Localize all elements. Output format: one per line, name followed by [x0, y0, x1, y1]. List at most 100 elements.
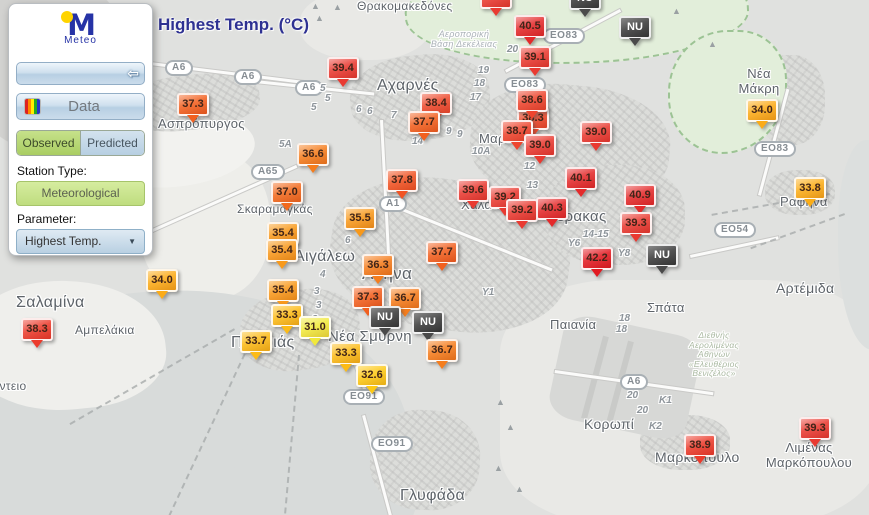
nu-marker[interactable]: NU	[369, 306, 401, 336]
marker-value: 39.0	[524, 134, 556, 157]
predicted-tab[interactable]: Predicted	[81, 131, 144, 155]
temp-marker[interactable]: 38.7	[501, 120, 533, 150]
temp-marker[interactable]: 37.3	[177, 93, 209, 123]
temp-marker[interactable]: 39.0	[524, 134, 556, 164]
temp-marker[interactable]: 33.3	[271, 304, 303, 334]
route-number: 18	[616, 324, 628, 335]
nu-marker[interactable]: NU	[412, 311, 444, 341]
marker-tip	[499, 208, 511, 216]
marker-tip	[490, 8, 502, 16]
temp-marker[interactable]: 37.7	[408, 111, 440, 141]
marker-value: 39.3	[799, 417, 831, 440]
temp-marker[interactable]: 33.3	[330, 342, 362, 372]
temp-marker[interactable]: 37.3	[352, 286, 384, 316]
marker-value: 35.4	[266, 239, 298, 262]
marker-value: 38.9	[684, 434, 716, 457]
temp-marker[interactable]: 40.5	[514, 15, 546, 45]
marker-value: 37.7	[408, 111, 440, 134]
route-number: 18	[474, 78, 486, 89]
marker-tip	[366, 386, 378, 394]
temp-marker[interactable]: 40.3	[536, 197, 568, 227]
temp-marker[interactable]: 34.0	[746, 99, 778, 129]
nu-marker[interactable]: NU	[569, 0, 601, 17]
temp-marker[interactable]: 39.3	[620, 212, 652, 242]
marker-tip	[630, 234, 642, 242]
marker-tip	[379, 328, 391, 336]
temp-marker[interactable]: 39.0	[580, 121, 612, 151]
marker-tip	[591, 269, 603, 277]
temp-marker[interactable]: 36.3	[362, 254, 394, 284]
map-label: Νέα Μάκρη	[738, 66, 780, 96]
temp-marker[interactable]: 36.7	[389, 287, 421, 317]
temp-marker[interactable]: 33.8	[794, 177, 826, 207]
marker-tip	[281, 203, 293, 211]
map-label: Διεθνής Αερολιμένας Αθηνών «Ελευθέριος Β…	[688, 330, 740, 379]
temp-marker[interactable]: 33.7	[240, 330, 272, 360]
route-number: 5	[311, 102, 317, 113]
data-section-header[interactable]: Data	[16, 93, 145, 120]
observed-tab[interactable]: Observed	[17, 131, 81, 155]
temp-marker[interactable]	[480, 0, 512, 16]
temp-marker[interactable]: 35.4	[266, 239, 298, 269]
temp-marker[interactable]: 32.6	[356, 364, 388, 394]
temp-marker[interactable]: 40.1	[565, 167, 597, 197]
temp-marker[interactable]: 38.3	[21, 318, 53, 348]
map-label: Σαλαμίνα	[16, 294, 85, 311]
station-type-button[interactable]: Meteorological	[16, 181, 145, 206]
temp-marker[interactable]: 40.9	[624, 184, 656, 214]
temp-marker[interactable]: 37.7	[426, 241, 458, 271]
nu-marker[interactable]: NU	[619, 16, 651, 46]
station-type-label: Station Type:	[17, 164, 87, 178]
temp-marker[interactable]: 37.8	[386, 169, 418, 199]
marker-tip	[524, 37, 536, 45]
parameter-select[interactable]: Highest Temp.	[16, 229, 145, 254]
observed-predicted-toggle: Observed Predicted	[16, 130, 145, 156]
marker-value: 35.4	[267, 279, 299, 302]
route-number: 6	[345, 235, 351, 246]
temp-marker[interactable]: 36.7	[426, 339, 458, 369]
route-number: 9	[457, 129, 463, 140]
marker-tip	[31, 340, 43, 348]
marker-value: NU	[369, 306, 401, 329]
control-panel: M Meteo Data Observed Predicted Station …	[8, 3, 153, 256]
map-label: Θρακομακεδόνες	[357, 0, 453, 13]
marker-value: 39.6	[457, 179, 489, 202]
temp-marker[interactable]: 38.9	[684, 434, 716, 464]
marker-tip	[629, 38, 641, 46]
collapse-sidebar-button[interactable]	[16, 62, 145, 85]
marker-value: 38.6	[516, 89, 548, 112]
temp-marker[interactable]: 36.6	[297, 143, 329, 173]
road-badge: A65	[251, 164, 285, 180]
temp-marker[interactable]: 38.4	[420, 92, 452, 122]
temp-marker[interactable]: 37.0	[271, 181, 303, 211]
temp-marker[interactable]: 38.6	[516, 89, 548, 119]
marker-tip	[307, 165, 319, 173]
road-badge: EO54	[714, 222, 756, 238]
road-badge: A6	[620, 374, 648, 390]
meteo-logo: M Meteo	[14, 9, 147, 55]
route-number: 9	[446, 126, 452, 137]
temp-marker[interactable]: 39.3	[799, 417, 831, 447]
nu-marker[interactable]: NU	[646, 244, 678, 274]
marker-value: 40.9	[624, 184, 656, 207]
temp-marker[interactable]: 39.1	[519, 46, 551, 76]
marker-value: 39.3	[620, 212, 652, 235]
route-number: 5Α	[279, 139, 292, 150]
temp-marker[interactable]: 39.2	[506, 199, 538, 229]
temp-marker[interactable]: 35.5	[344, 207, 376, 237]
marker-tip	[422, 333, 434, 341]
road-badge: EO83	[543, 28, 585, 44]
peak-icon: ▲	[672, 6, 681, 16]
temp-marker[interactable]: 39.4	[327, 57, 359, 87]
marker-tip	[590, 143, 602, 151]
temp-marker[interactable]: 42.2	[581, 247, 613, 277]
route-number: 7	[391, 110, 397, 121]
temp-marker[interactable]: 34.0	[146, 269, 178, 299]
temp-marker[interactable]: 39.6	[457, 179, 489, 209]
route-number: Κ2	[649, 421, 662, 432]
road-badge: A6	[234, 69, 262, 85]
route-number: 20	[627, 390, 639, 401]
map-label: Αμπελάκια	[75, 323, 135, 337]
temp-marker[interactable]: 31.0	[299, 316, 331, 346]
